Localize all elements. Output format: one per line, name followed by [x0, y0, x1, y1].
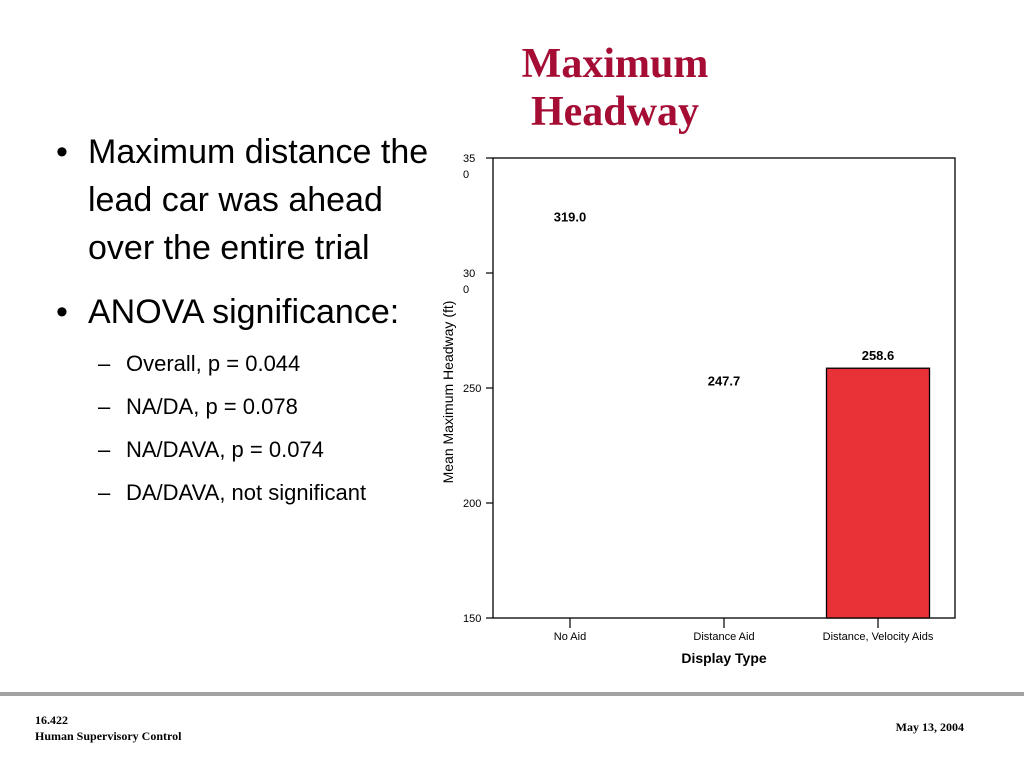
anova-result-text: Overall, p = 0.044	[126, 351, 301, 376]
footer-divider	[0, 692, 1024, 696]
data-label: 319.0	[554, 209, 587, 224]
anova-result-text: NA/DAVA, p = 0.074	[126, 437, 324, 462]
footer-course: 16.422 Human Supervisory Control	[35, 712, 181, 744]
dash: –	[98, 351, 111, 376]
bullet-max-distance: • Maximum distance the lead car was ahea…	[56, 128, 436, 272]
y-tick-label: 35	[463, 153, 475, 165]
x-tick-label: Distance, Velocity Aids	[823, 631, 934, 643]
bullet-list: • Maximum distance the lead car was ahea…	[56, 128, 436, 514]
bar	[825, 367, 931, 619]
y-tick-label: 200	[463, 498, 481, 510]
y-tick-label: 150	[463, 613, 481, 625]
anova-result-text: DA/DAVA, not significant	[126, 480, 367, 505]
dash: –	[98, 480, 111, 505]
dash: –	[98, 394, 111, 419]
course-number: 16.422	[35, 713, 68, 727]
anova-result-item: – NA/DAVA, p = 0.074	[56, 428, 436, 471]
data-label: 258.6	[862, 348, 895, 363]
bullet-anova: • ANOVA significance:	[56, 288, 436, 336]
data-label: 247.7	[708, 373, 741, 388]
dash: –	[98, 437, 111, 462]
anova-result-item: – DA/DAVA, not significant	[56, 471, 436, 514]
y-tick-label: 0	[463, 284, 469, 296]
anova-results-list: – Overall, p = 0.044 – NA/DA, p = 0.078 – N…	[56, 342, 436, 514]
x-axis-title: Display Type	[681, 650, 767, 666]
slide-title: Maximum Headway	[470, 40, 760, 136]
bullet-text: Maximum distance the lead car was ahead …	[88, 133, 429, 267]
anova-result-item: – NA/DA, p = 0.078	[56, 385, 436, 428]
bullet-text: ANOVA significance:	[88, 293, 400, 331]
y-tick-label: 250	[463, 383, 481, 395]
y-tick-label: 30	[463, 268, 475, 280]
bullet-dot: •	[56, 133, 68, 171]
y-tick-label: 0	[463, 169, 469, 181]
footer-date: May 13, 2004	[895, 720, 964, 734]
title-line-2: Headway	[531, 89, 699, 135]
x-tick-label: Distance Aid	[693, 631, 754, 643]
anova-result-text: NA/DA, p = 0.078	[126, 394, 298, 419]
bullet-dot: •	[56, 293, 68, 331]
x-tick-label: No Aid	[554, 631, 586, 643]
y-axis-title: Mean Maximum Headway (ft)	[440, 301, 456, 484]
title-line-1: Maximum	[521, 41, 709, 87]
anova-result-item: – Overall, p = 0.044	[56, 342, 436, 385]
course-name: Human Supervisory Control	[35, 729, 182, 743]
